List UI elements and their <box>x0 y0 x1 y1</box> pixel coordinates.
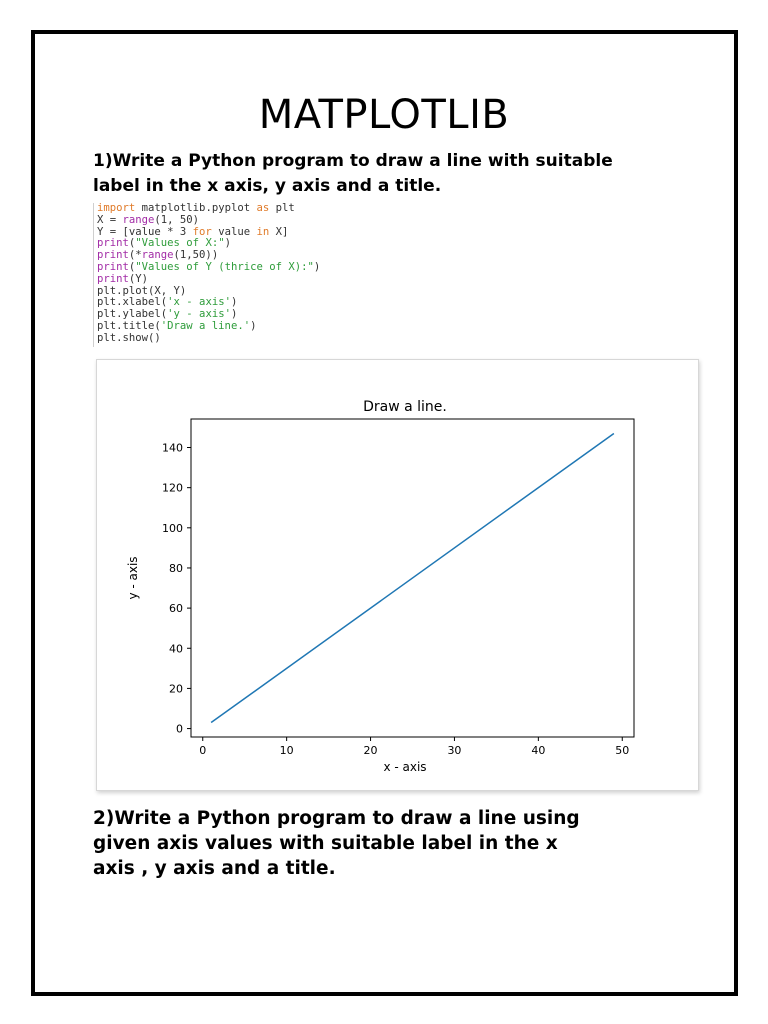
code-token: plt.show() <box>97 331 161 344</box>
code-line: Y = [value * 3 for value in X] <box>97 225 387 239</box>
question-1-line: 1)Write a Python program to draw a line … <box>93 151 613 171</box>
code-line: print("Values of X:") <box>97 237 387 250</box>
code-token: X] <box>269 225 289 238</box>
code-token: print <box>97 272 129 285</box>
code-token: (1, 50) <box>154 213 200 226</box>
code-line: print(Y) <box>97 272 387 286</box>
x-tick-label: 40 <box>531 744 545 757</box>
y-tick-label: 140 <box>162 442 183 455</box>
code-token: X = <box>97 213 123 226</box>
code-token: ( <box>128 237 136 250</box>
question-2-line: 2)Write a Python program to draw a line … <box>93 808 580 829</box>
x-tick-label: 20 <box>364 744 378 757</box>
code-token: print <box>97 249 129 262</box>
code-token: print <box>97 237 129 250</box>
code-token: in <box>256 225 270 238</box>
chart-figure: Draw a line. 0 10 20 30 40 50 0 20 40 60 80 100 120… <box>96 359 699 791</box>
question-1-line: label in the x axis, y axis and a title. <box>93 176 442 196</box>
code-line: plt.show() <box>97 331 387 345</box>
code-token: 'x - axis' <box>167 296 231 309</box>
code-token: "Values of X:" <box>135 237 225 250</box>
code-line: plt.xlabel('x - axis') <box>97 296 387 309</box>
y-tick-label: 60 <box>169 602 183 615</box>
question-2-line: given axis values with suitable label in… <box>93 833 558 854</box>
code-token: (* <box>128 249 142 262</box>
code-token: (Y) <box>128 272 149 285</box>
y-tick-label: 80 <box>169 562 183 575</box>
question-1: 1)Write a Python program to draw a line … <box>93 149 693 199</box>
code-line: plt.plot(X, Y) <box>97 284 387 298</box>
code-token: ) <box>230 296 238 309</box>
code-line: print(*range(1,50)) <box>97 249 387 262</box>
code-token: ) <box>230 308 238 321</box>
code-token: range <box>122 213 155 226</box>
plot-area <box>190 418 635 738</box>
x-tick-label: 0 <box>199 744 206 757</box>
y-tick-label: 40 <box>169 642 183 655</box>
y-tick-label: 20 <box>169 682 183 695</box>
x-tick-label: 50 <box>615 744 629 757</box>
page-border <box>31 30 738 996</box>
code-token: 'y - axis' <box>167 308 231 321</box>
code-snippet: import matplotlib.pyplot as plt X = range… <box>93 202 387 347</box>
code-token: "Values of Y (thrice of X):" <box>135 260 314 273</box>
code-line: plt.title('Draw a line.') <box>97 319 387 333</box>
x-axis-label: x - axis <box>383 760 426 774</box>
x-tick-label: 10 <box>280 744 294 757</box>
code-token: matplotlib.pyplot <box>135 202 257 214</box>
code-token: value <box>211 225 257 238</box>
code-line: import matplotlib.pyplot as plt <box>97 202 387 215</box>
y-tick-label: 120 <box>162 482 183 495</box>
code-token: ) <box>224 237 231 250</box>
code-token: plt.plot(X, Y) <box>97 284 187 297</box>
line-chart: Draw a line. 0 10 20 30 40 50 0 20 40 60 80 100 120… <box>126 399 635 774</box>
code-token: Y = [value * 3 <box>97 225 193 238</box>
code-token: print <box>97 260 129 273</box>
code-line: print("Values of Y (thrice of X):") <box>97 260 387 274</box>
code-token: ) <box>250 319 257 332</box>
code-token: plt <box>269 202 295 214</box>
code-token: plt.xlabel( <box>97 296 168 309</box>
chart-title: Draw a line. <box>363 399 447 415</box>
page-title: MATPLOTLIB <box>258 92 510 138</box>
code-token: (1,50)) <box>173 249 219 262</box>
x-tick-label: 30 <box>447 744 461 757</box>
code-token: plt.title( <box>97 319 161 332</box>
code-token: plt.ylabel( <box>97 308 168 321</box>
code-token: as <box>256 202 270 214</box>
question-2: 2)Write a Python program to draw a line … <box>93 806 673 881</box>
code-line: X = range(1, 50) <box>97 213 387 227</box>
code-line: plt.ylabel('y - axis') <box>97 308 387 321</box>
question-2-line: axis , y axis and a title. <box>93 858 336 879</box>
y-tick-label: 100 <box>162 522 183 535</box>
y-tick-label: 0 <box>176 723 183 736</box>
code-token: ( <box>128 260 136 273</box>
code-token: for <box>192 225 212 238</box>
code-token: ) <box>313 260 321 273</box>
series-line <box>210 432 615 724</box>
code-token: range <box>141 249 174 262</box>
code-token: 'Draw a line.' <box>160 319 251 332</box>
code-token: import <box>97 202 136 214</box>
y-axis-label: y - axis <box>126 556 140 599</box>
